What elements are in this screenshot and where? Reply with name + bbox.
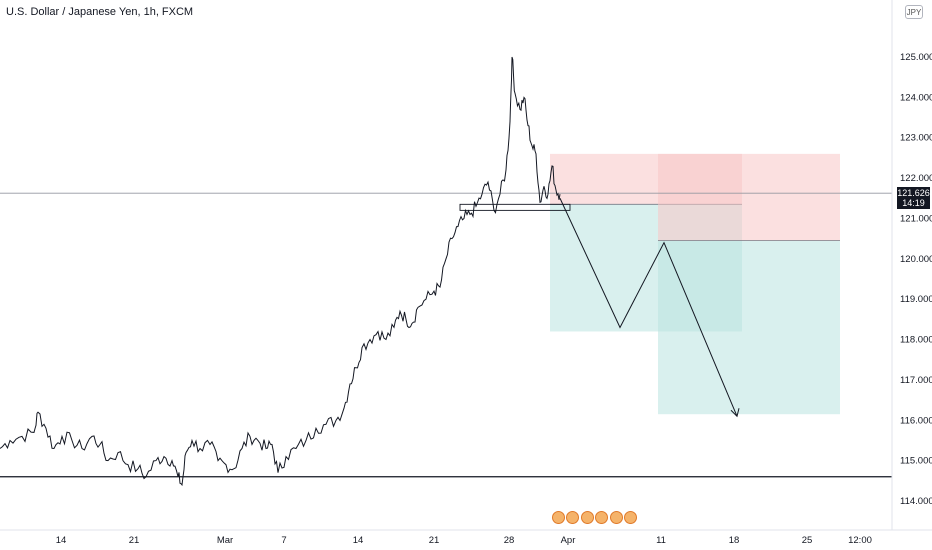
current-price-badge: 121.626 14:19 [897, 187, 930, 209]
x-tick-label: 14 [56, 535, 67, 546]
current-price-value: 121.626 [897, 188, 930, 198]
currency-label[interactable]: JPY [905, 5, 923, 19]
y-tick-label: 121.000 [900, 213, 932, 224]
y-tick-label: 122.000 [900, 173, 932, 184]
current-price-countdown: 14:19 [902, 198, 925, 208]
x-tick-label: Mar [217, 535, 233, 546]
y-tick-label: 119.000 [900, 294, 932, 305]
x-tick-label: 11 [656, 535, 666, 546]
event-flag-icon[interactable] [595, 511, 609, 524]
x-tick-label: 25 [802, 535, 813, 546]
x-tick-label: 21 [129, 535, 140, 546]
x-tick-label: 12:00 [848, 535, 872, 546]
event-flag-icon[interactable] [580, 511, 594, 524]
x-tick-label: 21 [429, 535, 440, 546]
y-tick-label: 123.000 [900, 133, 932, 144]
projection-path [559, 198, 738, 417]
x-tick-label: 14 [353, 535, 364, 546]
short-position-2-target-zone [658, 240, 840, 415]
y-tick-label: 124.000 [900, 92, 932, 103]
economic-events[interactable] [552, 511, 638, 525]
event-flag-icon[interactable] [566, 511, 580, 524]
x-tick-label: 28 [504, 535, 515, 546]
event-flag-icon[interactable] [609, 511, 623, 524]
x-tick-label: 7 [281, 535, 286, 546]
price-series [0, 56, 561, 487]
projection-arrowhead [730, 408, 740, 418]
y-tick-label: 120.000 [900, 254, 932, 265]
y-tick-label: 115.000 [900, 456, 932, 467]
consolidation-box [459, 203, 571, 211]
x-tick-label: 18 [729, 535, 740, 546]
chart-title: U.S. Dollar / Japanese Yen, 1h, FXCM [6, 6, 194, 18]
y-tick-label: 118.000 [900, 335, 932, 346]
y-tick-label: 114.000 [900, 496, 932, 507]
y-tick-label: 125.000 [900, 52, 932, 63]
y-tick-label: 117.000 [900, 375, 932, 386]
event-flag-icon[interactable] [552, 511, 565, 524]
y-tick-label: 116.000 [900, 415, 932, 426]
short-position-2-stop-zone [658, 153, 840, 241]
event-flag-icon[interactable] [624, 511, 638, 524]
x-tick-label: Apr [561, 535, 576, 546]
